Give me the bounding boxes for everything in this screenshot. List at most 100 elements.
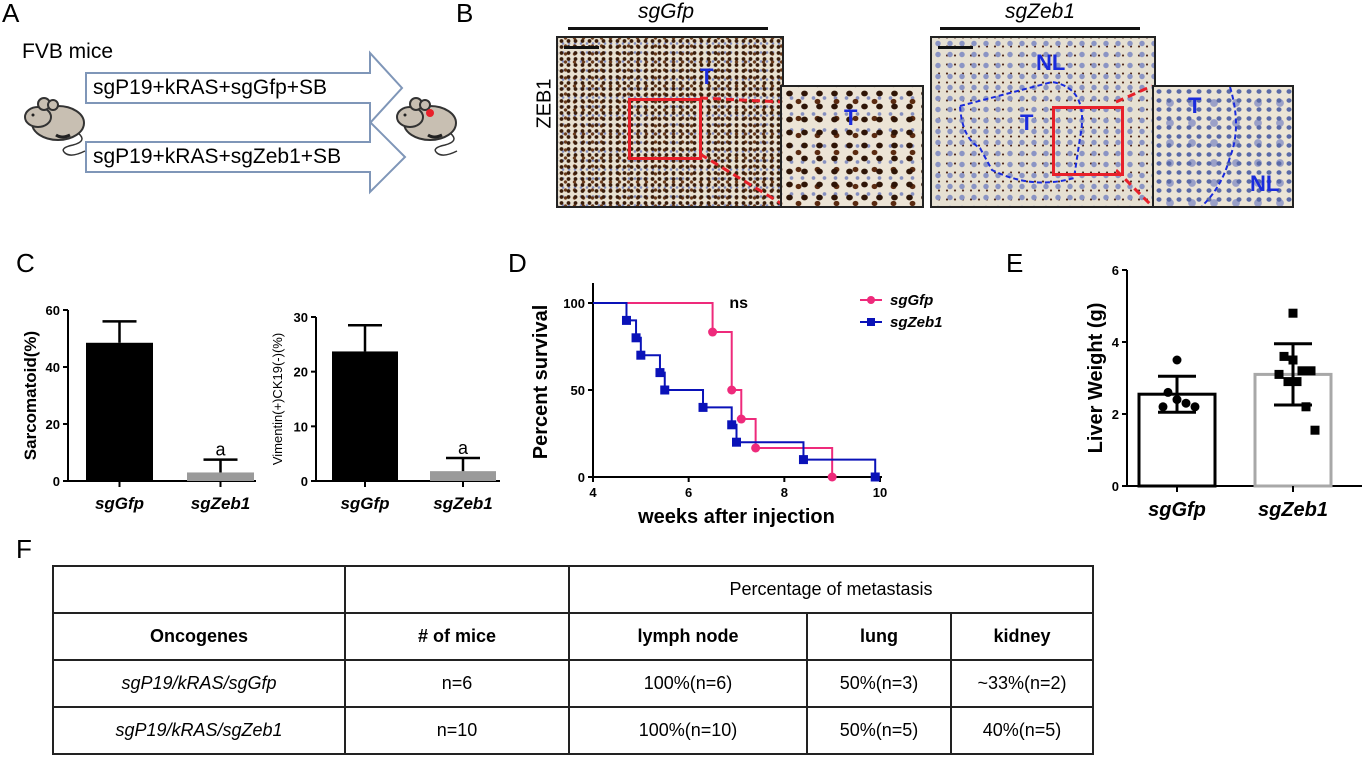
- chart-survival: 0 50 100 4 6 8 10 weeks after injection Percent …: [530, 283, 943, 528]
- survival-point: [727, 420, 737, 430]
- y-tick-label: 40: [46, 360, 60, 375]
- significance-label: a: [458, 438, 469, 458]
- table-cell-empty: [344, 565, 570, 614]
- survival-point: [708, 327, 718, 337]
- survival-point: [621, 315, 631, 325]
- histology-zeb1-main: NL T: [930, 36, 1156, 208]
- survival-point: [732, 437, 741, 447]
- x-axis-label: weeks after injection: [637, 506, 835, 528]
- data-point: [1306, 366, 1316, 376]
- zoom-box: [628, 98, 702, 160]
- y-tick-label: 10: [294, 419, 308, 434]
- scale-bar: [938, 46, 973, 49]
- legend-marker: [867, 318, 875, 326]
- table-group-header: Percentage of metastasis: [568, 565, 1094, 614]
- table-header: Oncogenes: [52, 612, 346, 661]
- data-point: [1297, 366, 1307, 376]
- histology-gfp-main: T: [556, 36, 784, 208]
- data-point: [1310, 425, 1320, 435]
- survival-point: [631, 333, 641, 343]
- y-tick-label: 100: [563, 296, 585, 311]
- normal-liver-label-inset: NL: [1250, 171, 1280, 196]
- y-tick-label: 30: [294, 310, 308, 325]
- histology-zeb1-inset: T NL: [1152, 85, 1294, 208]
- panel-letter-d: D: [508, 248, 527, 278]
- zoom-box: [1052, 106, 1124, 176]
- x-tick-label: 4: [589, 485, 597, 500]
- y-tick-label: 50: [571, 383, 585, 398]
- scale-bar: [564, 46, 599, 49]
- x-tick-label: 6: [685, 485, 692, 500]
- group-bar-gfp: [568, 27, 768, 30]
- table-group-header-row: Percentage of metastasis: [52, 565, 1094, 614]
- bar: [86, 342, 153, 481]
- survival-point: [655, 368, 665, 378]
- data-point: [1274, 369, 1284, 379]
- table-row: sgP19/kRAS/sgZeb1 n=10 100%(n=10) 50%(n=…: [52, 706, 1094, 755]
- survival-point: [736, 414, 746, 424]
- x-tick-label: 10: [873, 485, 887, 500]
- x-tick-label: sgZeb1: [433, 494, 493, 513]
- group-title-zeb1: sgZeb1: [1004, 0, 1076, 23]
- y-tick-label: 6: [1112, 263, 1119, 278]
- strain-label: FVB mice: [22, 40, 114, 63]
- y-tick-label: 0: [578, 470, 585, 485]
- table-cell-empty: [52, 565, 346, 614]
- bar: [187, 472, 254, 481]
- data-point: [1163, 387, 1173, 397]
- table-cell: ~33%(n=2): [950, 659, 1094, 708]
- y-tick-label: 0: [301, 474, 308, 489]
- mouse-with-tumor-icon: [396, 97, 458, 156]
- panel-letter-a: A: [2, 0, 20, 28]
- group-title-gfp: sgGfp: [637, 0, 695, 23]
- chart-liver-weight: 0 2 4 6 Liver Weight (g) sgGfp sgZeb1: [1085, 263, 1362, 521]
- survival-point: [827, 472, 837, 482]
- zoom-lines-gfp: [700, 96, 783, 206]
- x-tick-label: sgGfp: [1148, 499, 1206, 521]
- table-header: lung: [806, 612, 952, 661]
- table-header: lymph node: [568, 612, 808, 661]
- data-point: [1172, 355, 1182, 365]
- legend-label: sgGfp: [890, 292, 933, 309]
- significance-label: a: [215, 440, 226, 460]
- x-tick-label: sgGfp: [340, 494, 389, 513]
- table-header: kidney: [950, 612, 1094, 661]
- y-tick-label: 0: [53, 474, 60, 489]
- y-tick-label: 4: [1112, 335, 1120, 350]
- tumor-dot: [426, 109, 434, 117]
- table-cell: 100%(n=6): [568, 659, 808, 708]
- y-axis-label: Vimentin(+)CK19(-)(%): [270, 333, 285, 465]
- table-header-row: Oncogenes # of mice lymph node lung kidn…: [52, 612, 1094, 661]
- survival-point: [798, 455, 808, 465]
- bar: [430, 471, 496, 481]
- survival-point: [660, 385, 670, 395]
- y-axis-label: Sarcomatoid(%): [21, 331, 40, 460]
- chart-sarcomatoid: 0 20 40 60 Sarcomatoid(%) sgGfp sgZeb1 a: [21, 303, 256, 513]
- table-header: # of mice: [344, 612, 570, 661]
- arrow-label-gfp: sgP19+kRAS+sgGfp+SB: [93, 76, 328, 99]
- panel-letter-f: F: [16, 534, 32, 564]
- tumor-label: T: [1020, 110, 1034, 135]
- tumor-border: [958, 80, 1084, 184]
- panel-letter-c: C: [16, 248, 35, 278]
- tumor-label-inset: T: [844, 105, 858, 130]
- data-point: [1292, 377, 1302, 387]
- table-cell: sgP19/kRAS/sgGfp: [52, 659, 346, 708]
- legend-marker: [867, 296, 875, 304]
- table-cell: sgP19/kRAS/sgZeb1: [52, 706, 346, 755]
- histology-gfp-inset: T: [780, 85, 924, 208]
- x-tick-label: sgGfp: [95, 494, 144, 513]
- data-point: [1190, 402, 1200, 412]
- x-tick-label: 8: [781, 485, 788, 500]
- arrow-zeb1: [85, 119, 407, 195]
- y-tick-label: 20: [46, 417, 60, 432]
- y-tick-label: 20: [294, 365, 308, 380]
- bar: [332, 351, 398, 481]
- metastasis-table: Percentage of metastasis Oncogenes # of …: [52, 565, 1094, 755]
- mouse-icon: [24, 97, 86, 156]
- group-bar-zeb1: [940, 27, 1140, 30]
- data-point: [1279, 351, 1289, 361]
- y-tick-label: 60: [46, 303, 60, 318]
- data-point: [1288, 308, 1298, 318]
- tumor-label: T: [700, 64, 714, 89]
